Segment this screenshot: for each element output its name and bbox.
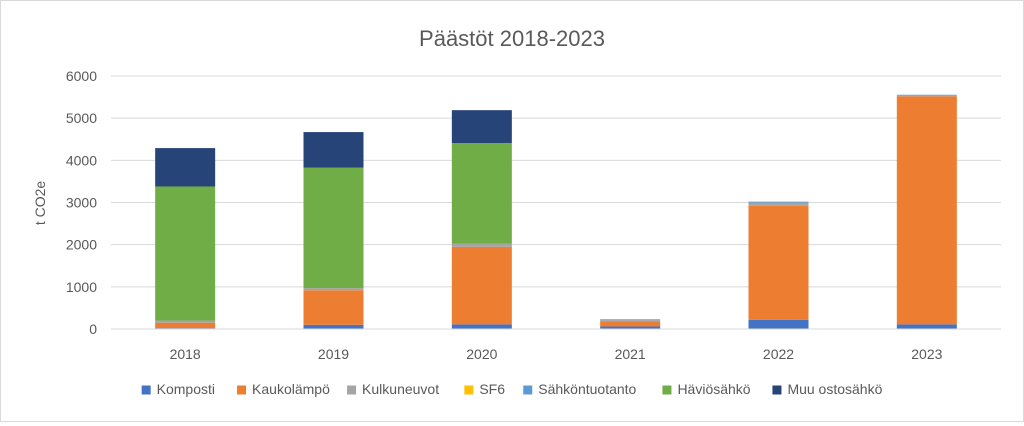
bar-segment-kaukol-mp--2020 bbox=[451, 246, 512, 325]
legend-item: SF6 bbox=[464, 381, 505, 397]
y-tick-label: 2000 bbox=[66, 237, 97, 253]
bars bbox=[111, 94, 1001, 330]
legend-swatch bbox=[237, 385, 247, 395]
y-tick-label: 0 bbox=[89, 321, 97, 337]
x-tick-label: 2018 bbox=[170, 346, 201, 362]
legend-label: Muu ostosähkö bbox=[787, 381, 882, 397]
bar-segment-s-hk-ntuotanto-2021 bbox=[600, 319, 661, 321]
y-axis-label: t CO2e bbox=[32, 181, 48, 226]
bar-segment-komposti-2023 bbox=[896, 324, 957, 329]
bar-segment-kulkuneuvot-2018 bbox=[155, 320, 216, 323]
bar-segment-h-vi-s-hk--2018 bbox=[155, 186, 216, 321]
chart-title: Päästöt 2018-2023 bbox=[419, 26, 605, 51]
bar-segment-kaukol-mp--2023 bbox=[896, 96, 957, 325]
legend-label: Häviösähkö bbox=[677, 381, 750, 397]
legend-item: Häviösähkö bbox=[662, 381, 751, 397]
x-tick-label: 2020 bbox=[466, 346, 497, 362]
bar-segment-kulkuneuvot-2021 bbox=[600, 320, 661, 322]
bar-segment-kulkuneuvot-2022 bbox=[748, 202, 809, 206]
legend-swatch bbox=[347, 385, 357, 395]
y-tick-labels: 0 1000 2000 3000 4000 5000 6000 bbox=[66, 68, 97, 337]
legend-label: Kaukolämpö bbox=[252, 381, 330, 397]
legend-item: Muu ostosähkö bbox=[772, 381, 883, 397]
legend: Komposti Kaukolämpö Kulkuneuvot SF6 Sähköntu… bbox=[141, 381, 883, 397]
bar-segment-kaukol-mp--2019 bbox=[303, 290, 364, 325]
y-tick-label: 4000 bbox=[66, 152, 97, 168]
y-tick-label: 5000 bbox=[66, 110, 97, 126]
y-tick-label: 6000 bbox=[66, 68, 97, 84]
legend-label: Kulkuneuvot bbox=[362, 381, 439, 397]
legend-item: Sähköntuotanto bbox=[523, 381, 637, 397]
bar-segment-h-vi-s-hk--2019 bbox=[303, 167, 364, 289]
bar-segment-s-hk-ntuotanto-2023 bbox=[896, 94, 957, 96]
x-tick-label: 2023 bbox=[911, 346, 942, 362]
bar-segment-kulkuneuvot-2020 bbox=[451, 243, 512, 247]
legend-swatch bbox=[662, 385, 672, 395]
gridlines bbox=[111, 75, 1001, 330]
legend-item: Komposti bbox=[141, 381, 215, 397]
bar-segment-kaukol-mp--2018 bbox=[155, 322, 216, 329]
x-tick-label: 2019 bbox=[318, 346, 349, 362]
bar-segment-komposti-2019 bbox=[303, 324, 364, 329]
bar-segment-komposti-2020 bbox=[451, 324, 512, 329]
bar-segment-komposti-2021 bbox=[600, 326, 661, 329]
legend-label: Sähköntuotanto bbox=[538, 381, 636, 397]
legend-item: Kaukolämpö bbox=[237, 381, 330, 397]
y-tick-label: 1000 bbox=[66, 279, 97, 295]
bar-segment-kaukol-mp--2021 bbox=[600, 321, 661, 327]
legend-swatch bbox=[523, 385, 533, 395]
legend-item: Kulkuneuvot bbox=[347, 381, 439, 397]
bar-segment-komposti-2022 bbox=[748, 319, 809, 329]
bar-segment-muu-ostos-hk--2020 bbox=[451, 110, 512, 144]
bar-segment-muu-ostos-hk--2018 bbox=[155, 148, 216, 187]
y-tick-label: 3000 bbox=[66, 195, 97, 211]
x-tick-label: 2022 bbox=[763, 346, 794, 362]
bar-segment-h-vi-s-hk--2020 bbox=[451, 143, 512, 244]
legend-swatch bbox=[464, 385, 474, 395]
x-tick-labels: 2018 2019 2020 2021 2022 2023 bbox=[170, 346, 943, 362]
legend-swatch bbox=[772, 385, 782, 395]
bar-segment-kulkuneuvot-2023 bbox=[896, 95, 957, 97]
x-tick-label: 2021 bbox=[615, 346, 646, 362]
bar-segment-s-hk-ntuotanto-2022 bbox=[748, 201, 809, 203]
bar-segment-kaukol-mp--2022 bbox=[748, 205, 809, 320]
legend-label: SF6 bbox=[479, 381, 505, 397]
bar-segment-kulkuneuvot-2019 bbox=[303, 288, 364, 291]
legend-label: Komposti bbox=[157, 381, 215, 397]
legend-swatch bbox=[141, 385, 151, 395]
bar-segment-muu-ostos-hk--2019 bbox=[303, 132, 364, 168]
